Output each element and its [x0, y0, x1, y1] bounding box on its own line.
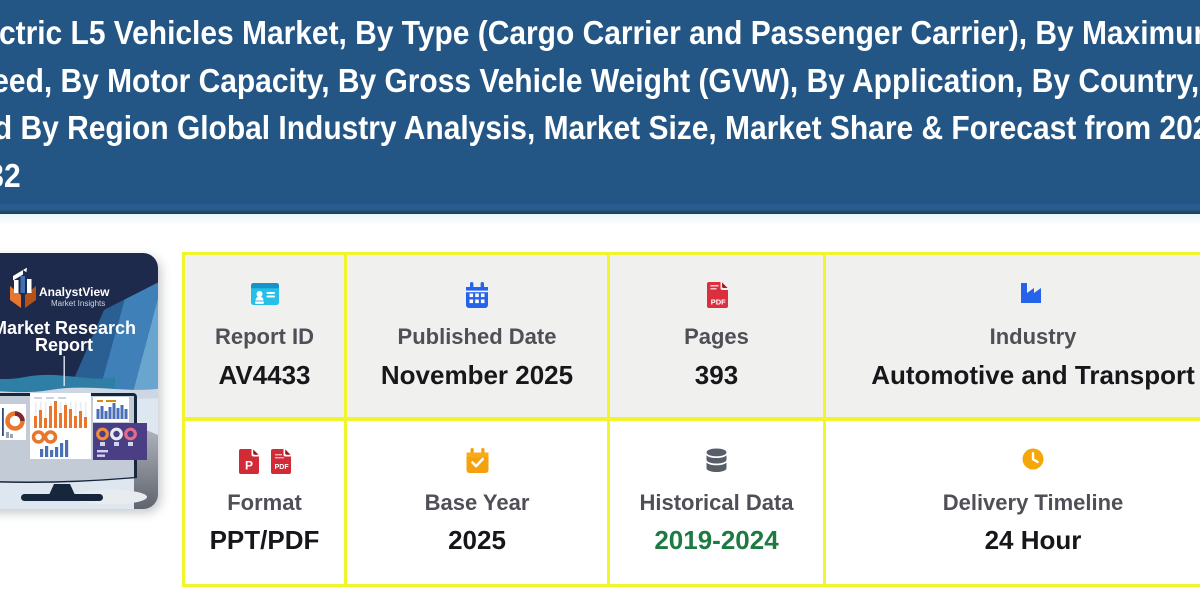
svg-text:P: P	[245, 458, 253, 472]
svg-text:Market Research: Market Research	[0, 318, 136, 338]
svg-text:AnalystView: AnalystView	[39, 285, 110, 299]
svg-text:Market Insights: Market Insights	[51, 299, 105, 308]
svg-text:PDF: PDF	[710, 298, 725, 307]
svg-text:PDF: PDF	[275, 464, 290, 471]
svg-text:Report: Report	[35, 335, 93, 355]
